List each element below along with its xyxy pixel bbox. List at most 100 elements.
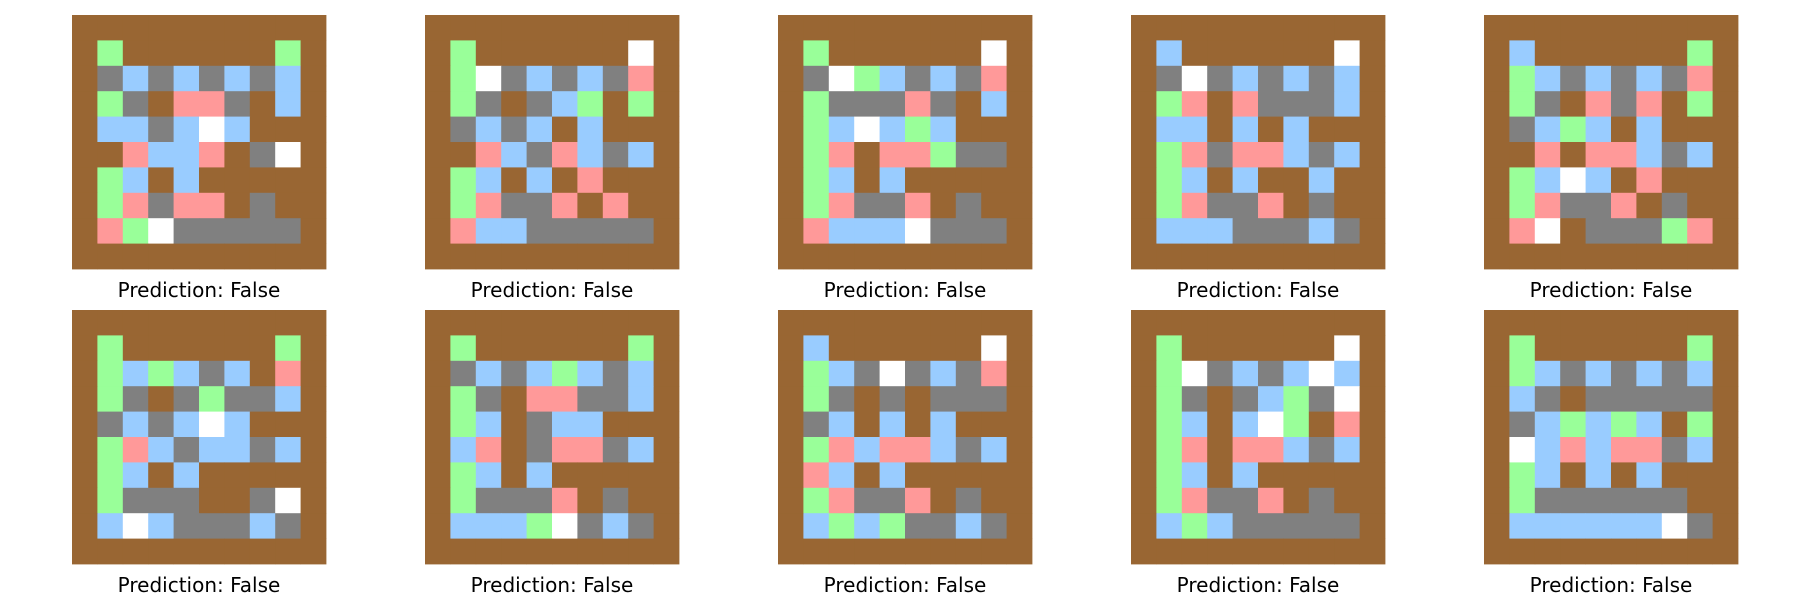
cell-wall: [425, 310, 451, 336]
cell-wall: [1484, 218, 1510, 244]
cell-empty: [249, 513, 276, 539]
cell-wall: [1207, 386, 1233, 412]
cell-wall: [1534, 538, 1561, 565]
cell-wall: [1611, 116, 1637, 143]
cell-wall: [199, 487, 225, 514]
cell-floor: [526, 142, 553, 168]
cell-wall: [981, 243, 1007, 270]
cell-floor: [981, 218, 1007, 244]
cell-wall: [653, 167, 680, 194]
cell-wall: [72, 513, 98, 539]
cell-wall: [1484, 360, 1510, 387]
cell-wall: [199, 462, 225, 489]
cell-wall: [1308, 40, 1335, 67]
cell-pink: [1534, 192, 1561, 219]
cell-white: [628, 40, 654, 67]
cell-wall: [1006, 310, 1033, 336]
cell-empty: [1509, 386, 1536, 412]
cell-floor: [275, 513, 301, 539]
cell-pink: [1232, 437, 1259, 463]
cell-wall: [526, 310, 553, 336]
cell-wall: [300, 360, 327, 387]
cell-pink: [122, 437, 149, 463]
cell-floor: [1509, 116, 1536, 143]
cell-floor: [1207, 142, 1233, 168]
cell-empty: [1181, 411, 1208, 438]
cell-wall: [300, 462, 327, 489]
cell-empty: [1232, 462, 1259, 489]
cell-wall: [1006, 538, 1033, 565]
cell-wall: [1308, 462, 1335, 489]
cell-wall: [1359, 15, 1386, 41]
panel-caption: Prediction: False: [118, 278, 281, 302]
cell-wall: [955, 15, 982, 41]
cell-empty: [1232, 116, 1259, 143]
cell-floor: [955, 142, 982, 168]
panel-caption: Prediction: False: [824, 573, 987, 597]
cell-wall: [1611, 243, 1637, 270]
cell-wall: [1687, 116, 1713, 143]
cell-wall: [501, 310, 527, 336]
cell-pink: [1509, 218, 1536, 244]
cell-wall: [1131, 360, 1157, 387]
cell-wall: [1636, 335, 1663, 362]
cell-floor: [501, 65, 527, 92]
cell-wall: [1334, 462, 1360, 489]
cell-wall: [1006, 65, 1033, 92]
cell-wall: [300, 91, 327, 117]
cell-empty: [1283, 437, 1310, 463]
cell-wall: [1283, 40, 1310, 67]
cell-wall: [1232, 40, 1259, 67]
cell-wall: [905, 462, 931, 489]
cell-wall: [148, 386, 174, 412]
cell-wall: [224, 538, 251, 565]
cell-wall: [905, 243, 931, 270]
cell-wall: [1687, 15, 1713, 41]
cell-wall: [653, 218, 680, 244]
cell-wall: [173, 538, 200, 565]
cell-pink: [1258, 487, 1284, 514]
cell-floor: [1308, 386, 1335, 412]
cell-empty: [981, 91, 1007, 117]
cell-wall: [1661, 40, 1688, 67]
panel-2: Prediction: False: [425, 15, 680, 302]
cell-floor: [1207, 192, 1233, 219]
cell-wall: [72, 487, 98, 514]
cell-wall: [552, 40, 578, 67]
cell-wall: [854, 40, 880, 67]
cell-wall: [1308, 15, 1335, 41]
cell-floor: [905, 360, 931, 387]
cell-wall: [653, 40, 680, 67]
cell-wall: [1131, 538, 1157, 565]
cell-wall: [1181, 538, 1208, 565]
cell-empty: [1585, 167, 1612, 194]
cell-wall: [930, 192, 957, 219]
cell-floor: [1232, 192, 1259, 219]
cell-wall: [526, 538, 553, 565]
cell-wall: [1611, 167, 1637, 194]
cell-empty: [828, 411, 855, 438]
cell-wall: [1283, 167, 1310, 194]
cell-floor: [199, 513, 225, 539]
cell-empty: [1181, 116, 1208, 143]
cell-green: [905, 116, 931, 143]
cell-floor: [1334, 218, 1360, 244]
cell-wall: [1534, 335, 1561, 362]
cell-empty: [803, 335, 830, 362]
cell-floor: [930, 513, 957, 539]
cell-floor: [526, 91, 553, 117]
cell-green: [803, 167, 830, 194]
cell-floor: [1560, 487, 1586, 514]
cell-white: [1334, 386, 1360, 412]
cell-floor: [602, 437, 629, 463]
cell-floor: [450, 116, 477, 143]
cell-white: [879, 360, 906, 387]
cell-wall: [425, 243, 451, 270]
cell-floor: [475, 386, 502, 412]
cell-green: [1156, 167, 1183, 194]
cell-green: [1687, 91, 1713, 117]
cell-empty: [450, 513, 477, 539]
cell-wall: [1661, 167, 1688, 194]
cell-wall: [1484, 15, 1510, 41]
